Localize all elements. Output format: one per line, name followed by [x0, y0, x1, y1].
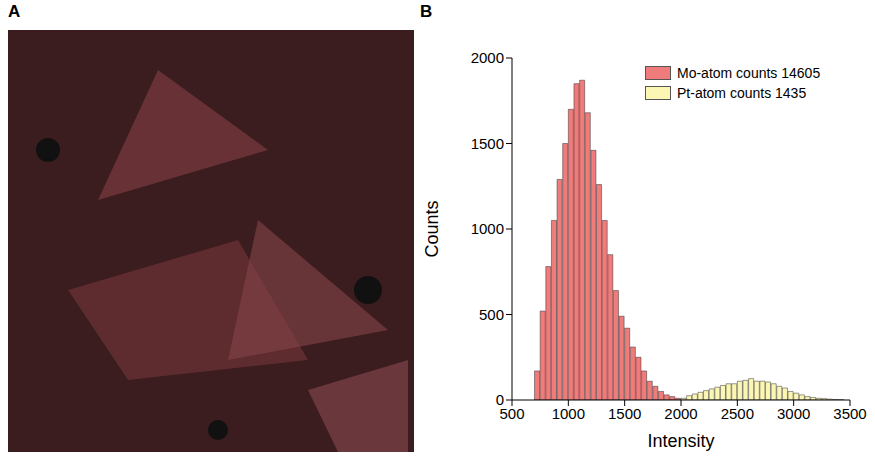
svg-text:1500: 1500 [471, 135, 504, 152]
html-text:Mo-atom counts 14605: Mo-atom counts 14605 [677, 65, 821, 81]
svg-text:0: 0 [496, 391, 504, 408]
svg-text:500: 500 [499, 404, 525, 422]
svg-text:2000: 2000 [471, 49, 504, 66]
svg-text:Counts: Counts [422, 200, 442, 257]
svg-text:2500: 2500 [721, 405, 754, 422]
svg-text:2000: 2000 [664, 405, 697, 422]
svg-text:3000: 3000 [777, 405, 810, 422]
html-text:Pt-atom counts 1435: Pt-atom counts 1435 [677, 85, 807, 101]
svg-text:1000: 1000 [471, 220, 504, 237]
svg-text:3500: 3500 [833, 405, 866, 422]
svg-text:1000: 1000 [552, 405, 585, 422]
svg-text:Intensity: Intensity [647, 431, 714, 451]
svg-text:1500: 1500 [608, 405, 641, 422]
html-text:B: B [420, 2, 433, 21]
html-text:A: A [8, 2, 21, 21]
svg-text:500: 500 [479, 306, 504, 323]
